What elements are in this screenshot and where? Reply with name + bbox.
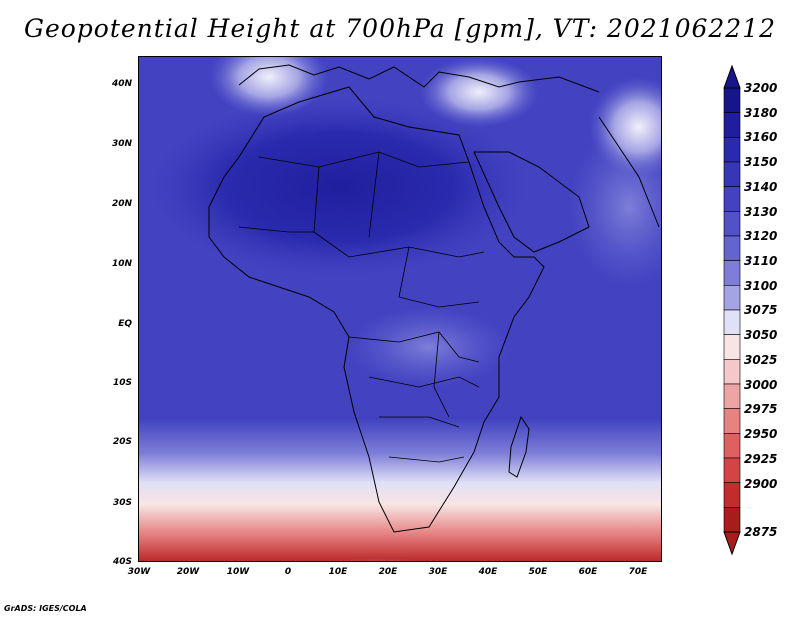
lat-label-20n: 20N (111, 199, 132, 209)
lon-label-60e: 60E (578, 567, 598, 577)
lat-label-eq: EQ (118, 319, 132, 329)
colorbar-label: 2900 (744, 477, 778, 491)
field-central-africa (349, 307, 509, 387)
lat-label-30n: 30N (111, 139, 132, 149)
colorbar-label: 3120 (744, 229, 778, 243)
colorbar-box (723, 334, 741, 360)
colorbar-box (723, 186, 741, 212)
chart-title: Geopotential Height at 700hPa [gpm], VT:… (23, 14, 777, 43)
credit-text: GrADS: IGES/COLA (4, 604, 87, 613)
map-plot-area (138, 56, 662, 562)
colorbar-box (723, 408, 741, 434)
colorbar-box (723, 507, 741, 533)
colorbar-label: 3200 (744, 81, 778, 95)
colorbar-label: 2950 (744, 427, 778, 441)
field-sahara-high (149, 97, 529, 277)
lat-label-40n: 40N (111, 79, 132, 89)
colorbar-label: 3000 (744, 378, 778, 392)
lon-label-10e: 10E (328, 567, 348, 577)
lon-label-20w: 20W (176, 567, 200, 577)
colorbar-box (723, 383, 741, 409)
lat-label-10s: 10S (112, 378, 132, 388)
lat-label-10n: 10N (111, 259, 132, 269)
lon-label-40e: 40E (478, 567, 498, 577)
colorbar-box (723, 359, 741, 385)
lon-label-0: 0 (284, 567, 292, 577)
lon-label-30e: 30E (428, 567, 448, 577)
colorbar-box (723, 112, 741, 138)
colorbar-box (723, 457, 741, 483)
india-coastline (598, 116, 660, 228)
madagascar-outline (508, 415, 530, 478)
colorbar-label: 3075 (744, 303, 778, 317)
colorbar (723, 64, 741, 556)
europe-coastline (238, 64, 600, 93)
africa-coastline (208, 86, 545, 533)
field-iran-pale (589, 77, 661, 177)
colorbar-label: 3160 (744, 130, 778, 144)
colorbar-label: 3180 (744, 106, 778, 120)
lat-label-20s: 20S (112, 437, 132, 447)
colorbar-label: 3025 (744, 353, 778, 367)
arabia-outline (473, 151, 590, 253)
colorbar-box (723, 482, 741, 508)
colorbar-box (723, 285, 741, 311)
lon-label-30w: 30W (127, 567, 151, 577)
colorbar-box (723, 161, 741, 187)
colorbar-label: 3050 (744, 328, 778, 342)
colorbar-bottom-arrow (723, 531, 741, 556)
colorbar-box (723, 235, 741, 261)
colorbar-label: 3130 (744, 205, 778, 219)
lon-label-10w: 10W (226, 567, 250, 577)
colorbar-box (723, 433, 741, 459)
colorbar-label: 2975 (744, 402, 778, 416)
colorbar-label: 2925 (744, 452, 778, 466)
lon-label-50e: 50E (528, 567, 548, 577)
lon-label-70e: 70E (628, 567, 648, 577)
colorbar-box (723, 260, 741, 286)
geopotential-map (139, 57, 661, 561)
colorbar-label: 3110 (744, 254, 778, 268)
colorbar-box (723, 87, 741, 113)
colorbar-top-arrow (723, 64, 741, 89)
colorbar-box (723, 211, 741, 237)
colorbar-boxes (723, 87, 741, 533)
lat-label-40s: 40S (112, 557, 132, 567)
field-eastmed-pale (419, 57, 539, 127)
lon-label-20e: 20E (378, 567, 398, 577)
colorbar-label: 3100 (744, 279, 778, 293)
country-borders (238, 151, 485, 463)
colorbar-label: 3150 (744, 155, 778, 169)
colorbar-label: 2875 (744, 525, 778, 539)
colorbar-label: 3140 (744, 180, 778, 194)
field-low-south-atlantic (230, 502, 528, 561)
colorbar-box (723, 309, 741, 335)
lat-label-30s: 30S (112, 498, 132, 508)
colorbar-box (723, 137, 741, 163)
field-low-south-indian (570, 517, 661, 561)
